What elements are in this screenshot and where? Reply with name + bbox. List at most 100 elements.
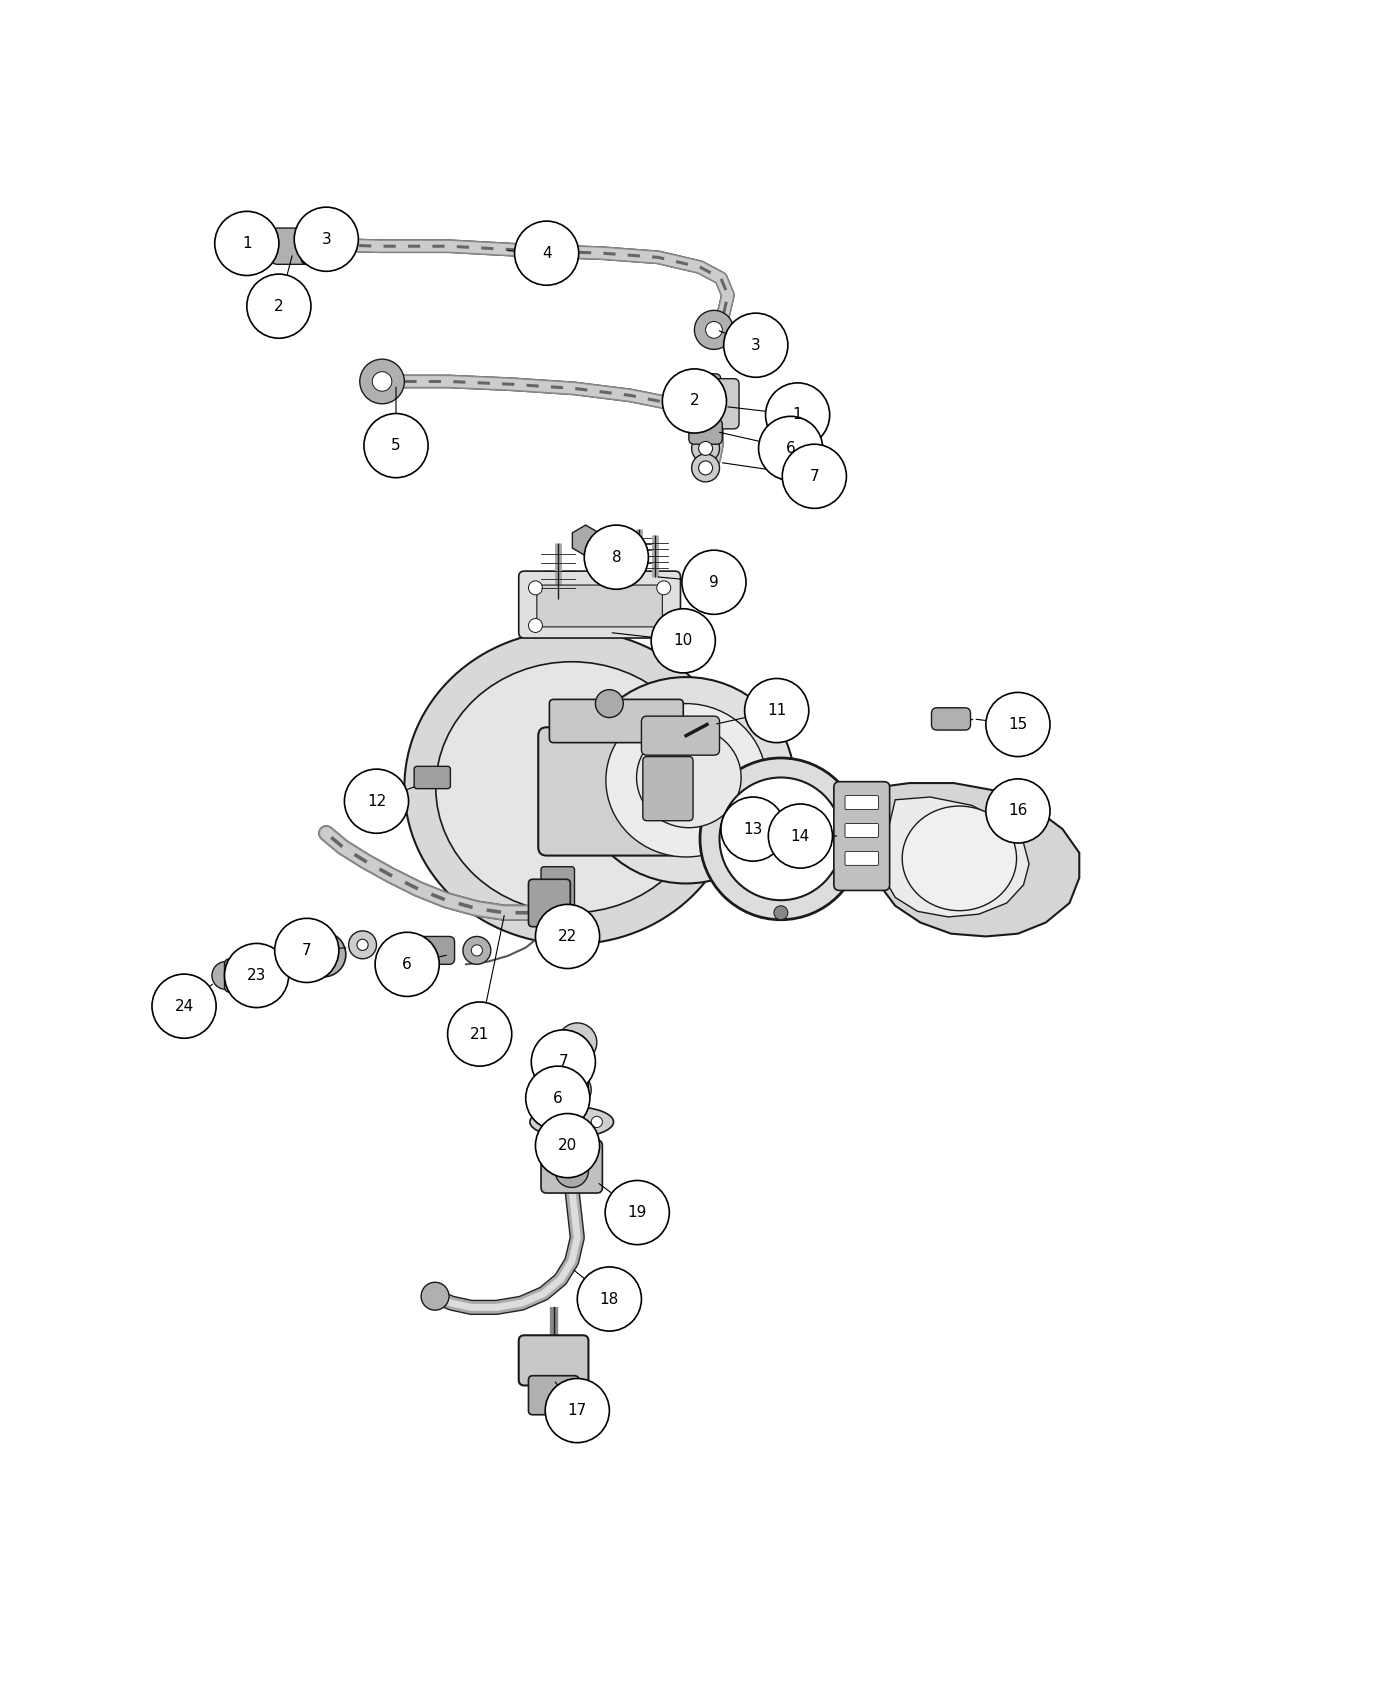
Ellipse shape [637, 728, 741, 828]
Circle shape [535, 904, 599, 969]
Circle shape [706, 321, 722, 338]
Circle shape [314, 945, 333, 964]
Text: 15: 15 [1008, 717, 1028, 733]
Circle shape [566, 1117, 577, 1127]
Text: 7: 7 [809, 469, 819, 484]
Circle shape [448, 1001, 512, 1066]
Text: 1: 1 [242, 236, 252, 252]
Text: 7: 7 [302, 944, 312, 957]
Circle shape [721, 797, 785, 862]
Text: 13: 13 [743, 821, 763, 836]
Circle shape [246, 274, 311, 338]
Text: 6: 6 [402, 957, 412, 972]
Circle shape [774, 906, 788, 920]
FancyBboxPatch shape [641, 716, 720, 755]
FancyBboxPatch shape [846, 852, 878, 865]
FancyBboxPatch shape [224, 959, 269, 993]
Circle shape [463, 937, 491, 964]
FancyBboxPatch shape [931, 707, 970, 729]
Circle shape [657, 619, 671, 632]
Circle shape [720, 777, 843, 901]
FancyBboxPatch shape [834, 782, 889, 891]
FancyBboxPatch shape [301, 226, 340, 264]
Text: 5: 5 [391, 439, 400, 454]
Circle shape [294, 207, 358, 272]
Circle shape [253, 235, 276, 257]
Ellipse shape [529, 1107, 613, 1137]
Circle shape [540, 1117, 552, 1127]
Text: 2: 2 [274, 299, 284, 314]
Circle shape [535, 1114, 599, 1178]
FancyBboxPatch shape [643, 756, 693, 821]
Polygon shape [881, 797, 1029, 916]
Ellipse shape [606, 704, 766, 857]
Circle shape [694, 311, 734, 350]
FancyBboxPatch shape [679, 374, 721, 406]
Circle shape [595, 690, 623, 717]
Text: 18: 18 [599, 1292, 619, 1307]
Circle shape [211, 962, 239, 989]
FancyBboxPatch shape [846, 796, 878, 809]
Circle shape [568, 1034, 585, 1051]
Circle shape [224, 944, 288, 1008]
Text: 14: 14 [791, 828, 811, 843]
Circle shape [986, 779, 1050, 843]
Text: 17: 17 [567, 1402, 587, 1418]
Text: 16: 16 [1008, 804, 1028, 818]
Circle shape [783, 444, 847, 508]
Polygon shape [874, 784, 1079, 937]
Ellipse shape [902, 806, 1016, 911]
Text: 23: 23 [246, 967, 266, 983]
Circle shape [605, 1180, 669, 1244]
Text: 3: 3 [750, 338, 760, 352]
Text: 22: 22 [559, 928, 577, 944]
Circle shape [692, 454, 720, 481]
Polygon shape [596, 539, 619, 564]
Circle shape [360, 359, 405, 405]
Circle shape [357, 938, 368, 950]
FancyBboxPatch shape [536, 585, 662, 627]
Circle shape [699, 442, 713, 456]
Text: 11: 11 [767, 704, 787, 717]
Circle shape [651, 609, 715, 673]
Text: 4: 4 [542, 246, 552, 260]
Circle shape [557, 1073, 591, 1107]
Circle shape [699, 461, 713, 474]
Text: 19: 19 [627, 1205, 647, 1221]
FancyBboxPatch shape [414, 767, 451, 789]
Text: 6: 6 [785, 440, 795, 456]
Text: 21: 21 [470, 1027, 490, 1042]
Circle shape [769, 804, 833, 869]
Circle shape [349, 932, 377, 959]
Circle shape [745, 678, 809, 743]
Circle shape [567, 1083, 581, 1096]
Ellipse shape [578, 677, 794, 884]
Circle shape [525, 1066, 589, 1131]
Circle shape [531, 1030, 595, 1095]
FancyBboxPatch shape [272, 228, 314, 264]
Circle shape [662, 369, 727, 434]
Circle shape [153, 974, 216, 1039]
Text: 9: 9 [708, 575, 718, 590]
Text: 10: 10 [673, 634, 693, 648]
Text: 12: 12 [367, 794, 386, 809]
FancyBboxPatch shape [416, 937, 455, 964]
Circle shape [577, 1266, 641, 1331]
Circle shape [766, 382, 830, 447]
Ellipse shape [405, 631, 739, 944]
Text: 24: 24 [175, 998, 193, 1013]
Circle shape [375, 932, 440, 996]
Circle shape [214, 211, 279, 275]
Circle shape [301, 932, 346, 977]
FancyBboxPatch shape [549, 699, 683, 743]
Circle shape [274, 918, 339, 983]
Polygon shape [573, 525, 599, 556]
Ellipse shape [435, 661, 707, 913]
Circle shape [657, 581, 671, 595]
Circle shape [472, 945, 483, 955]
FancyBboxPatch shape [528, 1375, 578, 1414]
FancyBboxPatch shape [689, 420, 722, 444]
Circle shape [259, 241, 270, 252]
Text: 3: 3 [322, 231, 332, 246]
FancyBboxPatch shape [560, 1057, 588, 1095]
